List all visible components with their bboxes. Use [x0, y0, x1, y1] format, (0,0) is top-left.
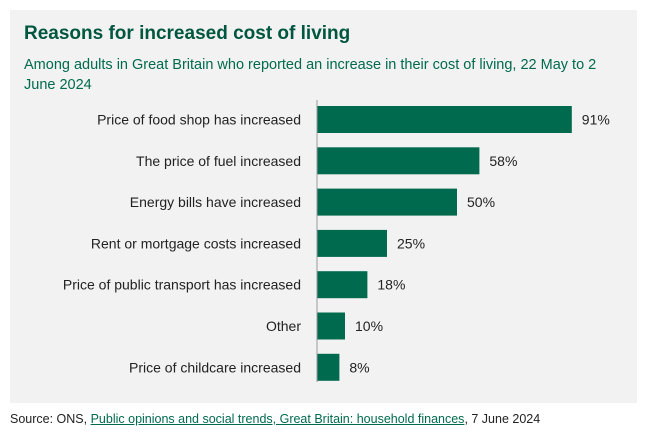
source-suffix: , 7 June 2024 — [464, 412, 541, 426]
bar — [317, 147, 480, 175]
category-label: The price of fuel increased — [136, 153, 301, 169]
category-label: Energy bills have increased — [130, 194, 301, 210]
value-label: 25% — [397, 235, 425, 251]
bar — [317, 271, 368, 299]
bar — [317, 188, 457, 216]
source-note: Source: ONS, Public opinions and social … — [10, 412, 540, 426]
bar — [317, 312, 345, 340]
bar-chart: Price of food shop has increased 91% The p… — [63, 100, 610, 382]
chart-subtitle: Among adults in Great Britain who report… — [24, 57, 597, 93]
category-label: Rent or mortgage costs increased — [91, 235, 301, 251]
value-label: 10% — [355, 318, 383, 334]
category-label: Other — [266, 318, 301, 334]
value-label: 58% — [489, 153, 517, 169]
source-link[interactable]: Public opinions and social trends, Great… — [90, 412, 465, 426]
source-prefix: Source: ONS, — [10, 412, 91, 426]
category-label: Price of public transport has increased — [63, 277, 301, 293]
value-label: 8% — [349, 359, 369, 375]
value-label: 18% — [377, 277, 405, 293]
value-label: 91% — [582, 112, 610, 128]
bar — [317, 353, 340, 381]
category-label: Price of food shop has increased — [97, 112, 301, 128]
bar — [317, 106, 572, 133]
bar — [317, 229, 387, 257]
category-label: Price of childcare increased — [129, 359, 301, 375]
chart-title: Reasons for increased cost of living — [24, 23, 351, 44]
chart-panel: Reasons for increased cost of living Amo… — [10, 10, 637, 403]
value-label: 50% — [467, 194, 495, 210]
